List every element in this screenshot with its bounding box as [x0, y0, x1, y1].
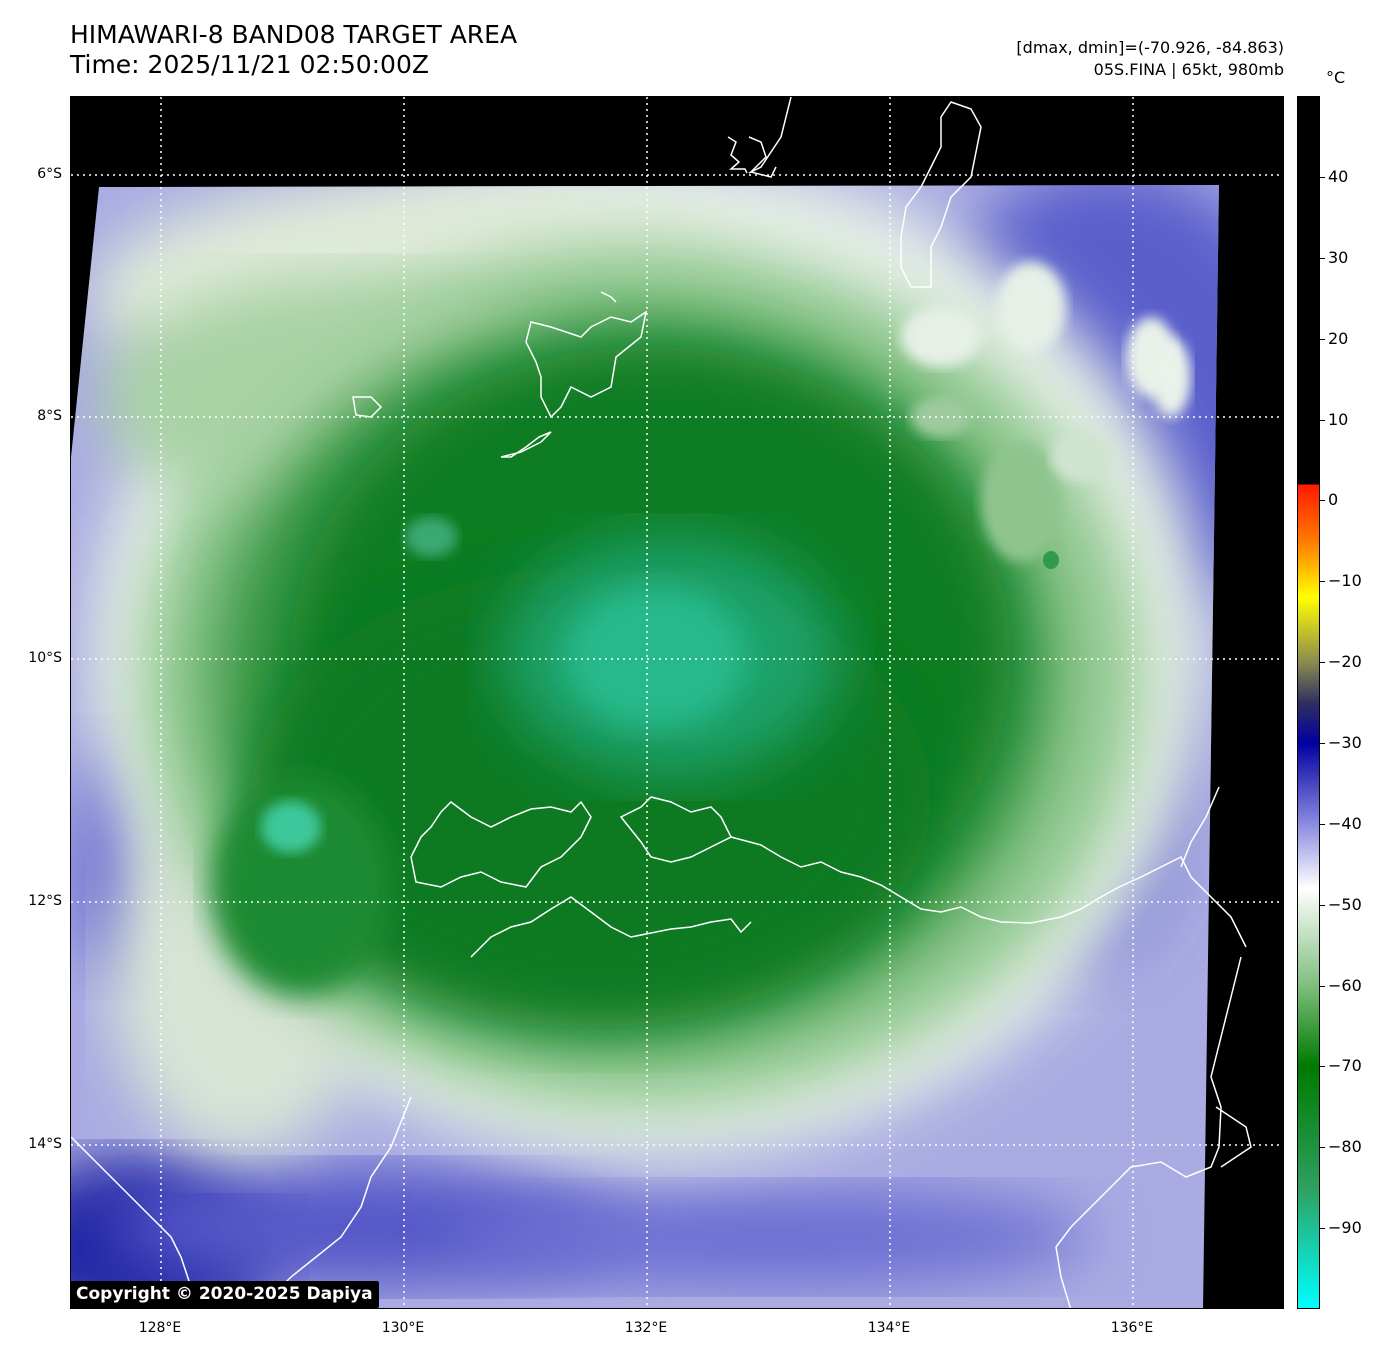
- lat-label-6s: 6°S: [37, 166, 62, 182]
- colorbar-tick-mark: [1320, 581, 1325, 583]
- colorbar-tick-label: −10: [1328, 571, 1362, 591]
- colorbar-tick-mark: [1320, 1228, 1325, 1230]
- lat-label-14s: 14°S: [28, 1136, 62, 1152]
- colorbar-tick-label: 10: [1328, 409, 1349, 429]
- colorbar-tick-mark: [1320, 662, 1325, 664]
- lon-label-136e: 136°E: [1110, 1320, 1154, 1336]
- lon-label-134e: 134°E: [867, 1320, 911, 1336]
- storm-id-text: 05S.FINA | 65kt, 980mb: [1093, 60, 1284, 79]
- graticule: [71, 97, 1283, 1308]
- colorbar-tick-mark: [1320, 1066, 1325, 1068]
- colorbar-tick-label: −90: [1328, 1218, 1362, 1238]
- cloud-field: [71, 185, 1219, 1308]
- chart-title: HIMAWARI-8 BAND08 TARGET AREA Time: 2025…: [70, 20, 517, 80]
- satellite-imagery: [71, 97, 1283, 1308]
- lon-label-130e: 130°E: [381, 1320, 425, 1336]
- colorbar-tick-label: −20: [1328, 652, 1362, 672]
- data-range-text: [dmax, dmin]=(-70.926, -84.863): [1016, 38, 1284, 57]
- lon-label-128e: 128°E: [138, 1320, 182, 1336]
- coastlines: [71, 97, 1252, 1308]
- colorbar-tick-label: 20: [1328, 328, 1349, 348]
- lat-label-10s: 10°S: [28, 650, 62, 666]
- title-time: Time: 2025/11/21 02:50:00Z: [70, 50, 429, 79]
- colorbar-tick-mark: [1320, 742, 1325, 744]
- colorbar-tick-mark: [1320, 500, 1325, 502]
- colorbar-tick-mark: [1320, 1147, 1325, 1149]
- colorbar: [1297, 96, 1320, 1309]
- lat-label-8s: 8°S: [37, 408, 62, 424]
- colorbar-tick-mark: [1320, 338, 1325, 340]
- colorbar-tick-mark: [1320, 985, 1325, 987]
- lat-label-12s: 12°S: [28, 893, 62, 909]
- colorbar-tick-label: −50: [1328, 894, 1362, 914]
- colorbar-tick-label: −30: [1328, 732, 1362, 752]
- colorbar-tick-label: 40: [1328, 166, 1349, 186]
- storm-info: [dmax, dmin]=(-70.926, -84.863) 05S.FINA…: [1016, 37, 1284, 81]
- colorbar-tick-mark: [1320, 823, 1325, 825]
- title-product: HIMAWARI-8 BAND08 TARGET AREA: [70, 20, 518, 49]
- colorbar-tick-mark: [1320, 257, 1325, 259]
- colorbar-tick-label: −60: [1328, 975, 1362, 995]
- colorbar-tick-label: −80: [1328, 1137, 1362, 1157]
- colorbar-tick-label: 0: [1328, 490, 1339, 510]
- satellite-map: [70, 96, 1284, 1309]
- copyright-badge: Copyright © 2020-2025 Dapiya: [70, 1281, 379, 1308]
- colorbar-tick-mark: [1320, 419, 1325, 421]
- colorbar-tick-label: 30: [1328, 247, 1349, 267]
- colorbar-tick-label: −40: [1328, 813, 1362, 833]
- lon-label-132e: 132°E: [624, 1320, 668, 1336]
- colorbar-unit: °C: [1326, 68, 1346, 87]
- colorbar-tick-mark: [1320, 904, 1325, 906]
- colorbar-tick-mark: [1320, 176, 1325, 178]
- colorbar-tick-label: −70: [1328, 1056, 1362, 1076]
